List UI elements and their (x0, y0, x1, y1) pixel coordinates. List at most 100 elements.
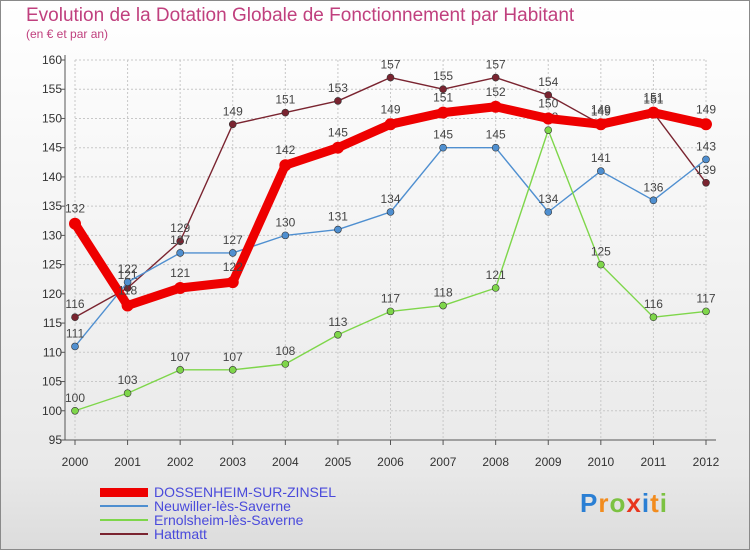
x-tick-label: 2001 (114, 455, 141, 469)
data-point-hattmatt (228, 120, 237, 129)
data-label-dossenheim-sur-zinsel: 149 (591, 102, 611, 116)
data-label-dossenheim-sur-zinsel: 150 (538, 96, 558, 110)
data-label-neuwiller-l-s-saverne: 143 (696, 139, 716, 153)
data-label-dossenheim-sur-zinsel: 145 (328, 126, 348, 140)
data-label-dossenheim-sur-zinsel: 151 (643, 91, 663, 105)
data-point-ernolsheim-l-s-saverne (386, 307, 395, 316)
data-label-dossenheim-sur-zinsel: 121 (170, 266, 190, 280)
legend-item: Neuwiller-lès-Saverne (100, 499, 336, 513)
data-point-neuwiller-l-s-saverne (334, 225, 342, 234)
data-label-dossenheim-sur-zinsel: 122 (223, 260, 243, 274)
x-tick-label: 2005 (325, 455, 352, 469)
legend-label: Neuwiller-lès-Saverne (154, 498, 291, 514)
data-point-hattmatt (71, 313, 79, 322)
data-point-hattmatt (176, 237, 184, 246)
legend-label: Ernolsheim-lès-Saverne (154, 512, 304, 528)
logo-letter: P (580, 488, 599, 518)
y-tick-label: 130 (42, 228, 62, 242)
data-point-ernolsheim-l-s-saverne (439, 301, 447, 310)
data-label-ernolsheim-l-s-saverne: 113 (328, 315, 347, 329)
logo-letter: t (650, 488, 660, 518)
legend-item: Ernolsheim-lès-Saverne (100, 513, 336, 527)
data-point-ernolsheim-l-s-saverne (71, 406, 79, 415)
data-label-neuwiller-l-s-saverne: 145 (433, 128, 453, 142)
data-label-neuwiller-l-s-saverne: 134 (538, 192, 558, 206)
data-point-dossenheim-sur-zinsel (700, 118, 712, 131)
x-tick-label: 2002 (167, 455, 194, 469)
y-tick-label: 120 (42, 287, 62, 301)
data-label-hattmatt: 151 (275, 93, 295, 107)
y-tick-label: 150 (42, 111, 62, 125)
data-point-neuwiller-l-s-saverne (123, 278, 132, 286)
legend-swatch (100, 505, 148, 507)
data-point-neuwiller-l-s-saverne (439, 143, 447, 152)
data-label-hattmatt: 153 (328, 81, 348, 95)
data-label-hattmatt: 129 (170, 221, 190, 235)
y-tick-label: 115 (43, 316, 62, 330)
data-label-ernolsheim-l-s-saverne: 125 (591, 245, 611, 259)
y-tick-label: 140 (42, 170, 62, 184)
data-label-dossenheim-sur-zinsel: 142 (275, 143, 295, 157)
data-label-ernolsheim-l-s-saverne: 103 (118, 373, 138, 387)
data-label-dossenheim-sur-zinsel: 118 (118, 284, 137, 298)
data-point-dossenheim-sur-zinsel (384, 118, 397, 131)
data-point-ernolsheim-l-s-saverne (228, 366, 237, 374)
data-point-ernolsheim-l-s-saverne (123, 389, 132, 398)
chart-subtitle: (en € et par an) (26, 27, 109, 41)
y-tick-label: 110 (43, 345, 62, 359)
data-label-ernolsheim-l-s-saverne: 107 (223, 350, 243, 364)
data-label-neuwiller-l-s-saverne: 127 (170, 233, 190, 247)
data-point-hattmatt (439, 85, 447, 94)
data-label-neuwiller-l-s-saverne: 127 (223, 233, 243, 247)
data-point-dossenheim-sur-zinsel (279, 159, 292, 172)
x-tick-label: 2000 (62, 455, 89, 469)
data-label-dossenheim-sur-zinsel: 151 (433, 91, 453, 105)
data-point-dossenheim-sur-zinsel (226, 276, 239, 289)
y-tick-label: 160 (42, 53, 62, 67)
y-tick-label: 155 (42, 82, 62, 96)
data-label-neuwiller-l-s-saverne: 111 (66, 326, 85, 340)
data-label-dossenheim-sur-zinsel: 149 (380, 102, 400, 116)
logo-letter: r (598, 488, 610, 518)
data-label-ernolsheim-l-s-saverne: 117 (381, 291, 400, 305)
legend-label: DOSSENHEIM-SUR-ZINSEL (154, 484, 337, 500)
data-point-dossenheim-sur-zinsel (331, 141, 344, 154)
data-label-hattmatt: 154 (538, 75, 558, 89)
data-point-ernolsheim-l-s-saverne (702, 307, 710, 316)
data-label-ernolsheim-l-s-saverne: 107 (170, 350, 190, 364)
data-label-neuwiller-l-s-saverne: 122 (118, 262, 138, 276)
data-point-neuwiller-l-s-saverne (649, 196, 658, 205)
data-point-hattmatt (491, 73, 500, 82)
logo-letter: x (626, 488, 642, 518)
legend-label: Hattmatt (154, 526, 207, 542)
data-point-hattmatt (281, 108, 290, 117)
data-point-dossenheim-sur-zinsel (121, 299, 134, 312)
proxiti-logo: Proxiti (580, 488, 668, 519)
data-point-dossenheim-sur-zinsel (542, 112, 555, 125)
data-point-hattmatt (386, 73, 395, 82)
data-label-ernolsheim-l-s-saverne: 100 (65, 391, 85, 405)
data-point-dossenheim-sur-zinsel (489, 100, 502, 113)
data-point-hattmatt (544, 91, 553, 99)
data-point-hattmatt (334, 97, 342, 105)
logo-letter: i (659, 488, 668, 518)
data-label-hattmatt: 116 (65, 297, 84, 311)
y-tick-label: 125 (42, 258, 62, 272)
data-label-neuwiller-l-s-saverne: 131 (328, 210, 348, 224)
data-point-ernolsheim-l-s-saverne (491, 284, 500, 292)
data-label-hattmatt: 149 (591, 104, 611, 118)
data-point-neuwiller-l-s-saverne (281, 231, 290, 240)
data-point-neuwiller-l-s-saverne (176, 249, 184, 257)
data-label-ernolsheim-l-s-saverne: 116 (644, 297, 663, 311)
data-point-ernolsheim-l-s-saverne (281, 360, 290, 368)
data-label-hattmatt: 151 (643, 93, 663, 107)
data-label-hattmatt: 139 (696, 163, 716, 177)
x-tick-label: 2009 (535, 455, 562, 469)
data-label-neuwiller-l-s-saverne: 136 (643, 180, 663, 194)
legend-swatch (100, 487, 148, 497)
data-label-hattmatt: 157 (380, 58, 400, 72)
x-tick-label: 2011 (641, 455, 667, 469)
data-point-neuwiller-l-s-saverne (702, 155, 710, 164)
